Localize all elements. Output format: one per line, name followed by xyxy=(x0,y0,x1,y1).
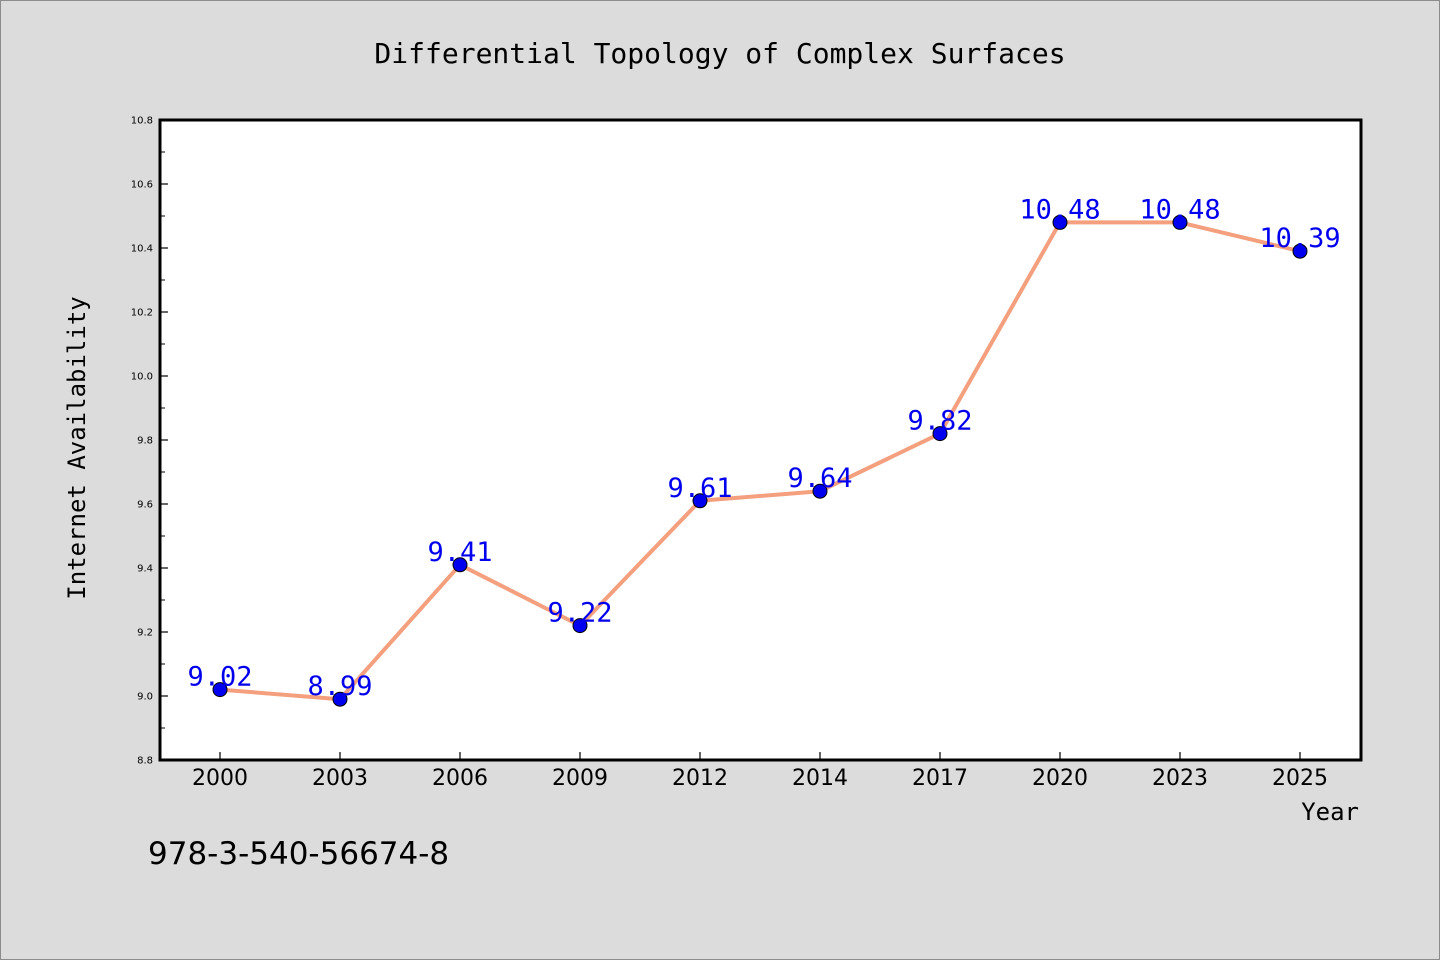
series-line-group: 9.02 8.99 9.41 9.22 9.61 9.64 9.82 10.48 10.48 10… xyxy=(187,194,1341,707)
data-label: 9.82 xyxy=(907,406,972,437)
data-point xyxy=(452,557,468,573)
data-label: 10.39 xyxy=(1259,223,1340,254)
data-point xyxy=(812,483,828,499)
y-axis: 8.8 9.0 9.2 9.4 9.6 9.8 10.0 10.2 10.4 10.6 10.8 xyxy=(131,116,168,767)
data-point xyxy=(1052,214,1068,230)
y-tick-label: 10.8 xyxy=(131,116,153,127)
y-tick-label: 8.8 xyxy=(137,756,153,767)
data-label: 10.48 xyxy=(1139,194,1220,225)
y-tick-label: 10.0 xyxy=(131,372,153,383)
x-tick-label: 2014 xyxy=(792,766,848,791)
data-point xyxy=(212,682,228,698)
data-point xyxy=(692,493,708,509)
data-label: 9.41 xyxy=(427,537,492,568)
data-point xyxy=(572,618,588,634)
x-tick-label: 2000 xyxy=(192,766,248,791)
data-label: 9.64 xyxy=(787,463,852,494)
y-tick-label: 10.2 xyxy=(131,308,153,319)
data-point xyxy=(1172,214,1188,230)
y-tick-label: 10.6 xyxy=(131,180,153,191)
data-label: 9.61 xyxy=(667,473,732,504)
y-tick-label: 10.4 xyxy=(131,244,153,255)
x-tick-label: 2025 xyxy=(1272,766,1328,791)
data-point xyxy=(332,691,348,707)
x-tick-label: 2020 xyxy=(1032,766,1088,791)
x-tick-label: 2017 xyxy=(912,766,968,791)
series-line xyxy=(219,220,1301,702)
x-tick-label: 2003 xyxy=(312,766,368,791)
x-tick-label: 2009 xyxy=(552,766,608,791)
data-label: 9.22 xyxy=(547,598,612,629)
x-tick-label: 2012 xyxy=(672,766,728,791)
x-axis-label: Year xyxy=(1301,798,1359,826)
x-tick-label: 2023 xyxy=(1152,766,1208,791)
y-tick-label: 9.2 xyxy=(137,628,153,639)
isbn-annotation: 978-3-540-56674-8 xyxy=(148,836,449,872)
y-tick-label: 9.6 xyxy=(137,500,153,511)
data-label: 9.02 xyxy=(187,662,252,693)
x-axis: 2000 2003 2006 2009 2012 2014 2017 2020 2023 2025 xyxy=(192,752,1328,791)
x-tick-label: 2006 xyxy=(432,766,488,791)
y-tick-label: 9.4 xyxy=(137,564,153,575)
data-label: 8.99 xyxy=(307,671,372,702)
data-point xyxy=(1292,243,1308,259)
data-label: 10.48 xyxy=(1019,194,1100,225)
plot-area xyxy=(158,118,1363,762)
data-point xyxy=(932,426,948,442)
chart-title: Differential Topology of Complex Surface… xyxy=(374,37,1065,70)
y-tick-label: 9.8 xyxy=(137,436,153,447)
y-axis-label: Internet Availability xyxy=(63,296,91,599)
y-tick-label: 9.0 xyxy=(137,692,153,703)
